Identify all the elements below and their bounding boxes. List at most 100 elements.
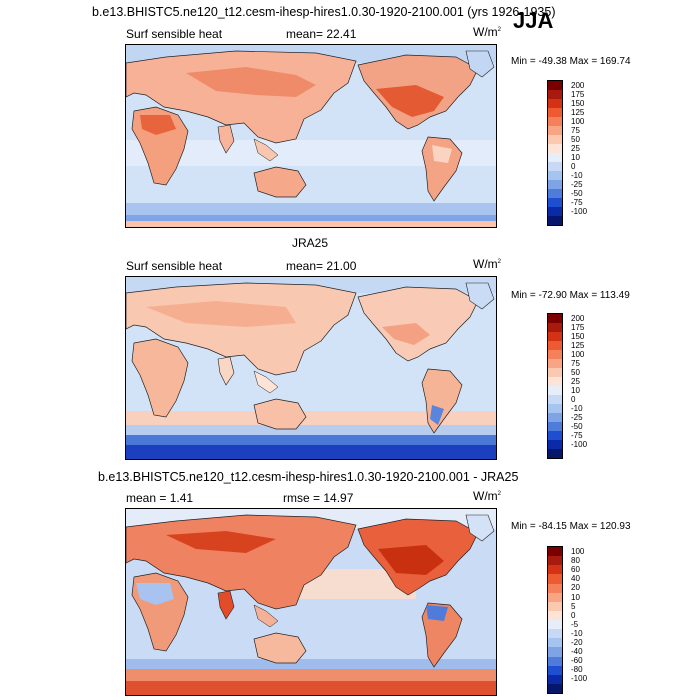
colorbar-segment xyxy=(548,413,562,422)
colorbar-segment xyxy=(548,683,562,693)
colorbar-segment xyxy=(548,332,562,341)
colorbar-tick-label: 60 xyxy=(571,565,580,575)
colorbar-tick-label: 175 xyxy=(571,323,585,332)
colorbar-segment xyxy=(548,171,562,180)
colorbar-tick-label: 50 xyxy=(571,135,580,144)
colorbar-tick-label: -75 xyxy=(571,198,583,207)
colorbar-tick-label: 75 xyxy=(571,359,580,368)
panel-obs-minmax: Min = -72.90 Max = 113.49 xyxy=(511,290,630,301)
panel-obs-mean-label: mean= 21.00 xyxy=(286,259,357,273)
colorbar-tick-label: 100 xyxy=(571,547,585,556)
colorbar-tick-label: 0 xyxy=(571,162,576,171)
colorbar-segment xyxy=(548,422,562,431)
colorbar-segment xyxy=(548,647,562,657)
colorbar-segment xyxy=(548,377,562,386)
colorbar-segment xyxy=(548,610,562,620)
colorbar-segment xyxy=(548,404,562,413)
colorbar-segment xyxy=(548,117,562,126)
colorbar-segment xyxy=(548,99,562,108)
colorbar-segment xyxy=(548,314,562,323)
colorbar-tick-label: 125 xyxy=(571,341,585,350)
colorbar-tick-label: 80 xyxy=(571,556,580,566)
colorbar-tick-label: 40 xyxy=(571,574,580,584)
colorbar-tick-label: 125 xyxy=(571,108,585,117)
colorbar-tick-label: -10 xyxy=(571,171,583,180)
colorbar-tick-label: 25 xyxy=(571,377,580,386)
colorbar-segment xyxy=(548,144,562,153)
colorbar-segment xyxy=(548,90,562,99)
colorbar-tick-label: 100 xyxy=(571,117,585,126)
colorbar-tick-label: -100 xyxy=(571,674,588,684)
panel-diff-rmse-label: rmse = 14.97 xyxy=(283,491,354,505)
colorbar-tick-label: 5 xyxy=(571,601,576,611)
colorbar-tick-label: 150 xyxy=(571,332,585,341)
colorbar-tick-label: -20 xyxy=(571,638,583,647)
season-label: JJA xyxy=(513,8,554,33)
colorbar-segment xyxy=(548,665,562,675)
colorbar-tick-label: -50 xyxy=(571,422,583,431)
colorbar-tick-label: 10 xyxy=(571,592,580,602)
colorbar-segment xyxy=(548,656,562,666)
panel-model-variable-label: Surf sensible heat xyxy=(126,27,223,41)
panel-model-mean-label: mean= 22.41 xyxy=(286,27,357,41)
colorbar-tick-label: 0 xyxy=(571,610,576,620)
panel-obs-map xyxy=(125,276,497,460)
colorbar-segment xyxy=(548,153,562,162)
colorbar-tick-label: -25 xyxy=(571,180,583,189)
panel-diff-colorbar xyxy=(547,546,563,694)
panel-model-minmax: Min = -49.38 Max = 169.74 xyxy=(511,56,631,67)
colorbar-tick-label: -40 xyxy=(571,647,583,657)
colorbar-tick-label: 175 xyxy=(571,90,585,99)
colorbar-tick-label: -10 xyxy=(571,404,583,413)
colorbar-segment xyxy=(548,638,562,648)
colorbar-segment xyxy=(548,216,562,225)
colorbar-tick-label: 10 xyxy=(571,386,580,395)
colorbar-segment xyxy=(548,180,562,189)
panel-obs-colorbar xyxy=(547,313,563,459)
colorbar-tick-label: 20 xyxy=(571,583,580,593)
colorbar-segment xyxy=(548,440,562,449)
colorbar-segment xyxy=(548,565,562,575)
colorbar-tick-label: -80 xyxy=(571,665,583,675)
colorbar-tick-label: 100 xyxy=(571,350,585,359)
colorbar-segment xyxy=(548,431,562,440)
colorbar-segment xyxy=(548,674,562,684)
colorbar-tick-label: -5 xyxy=(571,619,579,629)
colorbar-segment xyxy=(548,449,562,458)
colorbar-tick-label: 25 xyxy=(571,144,580,153)
panel-obs-variable-label: Surf sensible heat xyxy=(126,259,223,273)
panel-model-units: W/m2 xyxy=(473,25,501,39)
colorbar-tick-label: -100 xyxy=(571,207,588,216)
colorbar-tick-label: 50 xyxy=(571,368,580,377)
colorbar-segment xyxy=(548,207,562,216)
colorbar-tick-label: 150 xyxy=(571,99,585,108)
colorbar-segment xyxy=(548,359,562,368)
colorbar-segment xyxy=(548,162,562,171)
colorbar-segment xyxy=(548,592,562,602)
panel-diff-map xyxy=(125,508,497,696)
colorbar-segment xyxy=(548,395,562,404)
colorbar-segment xyxy=(548,341,562,350)
colorbar-tick-label: -25 xyxy=(571,413,583,422)
colorbar-segment xyxy=(548,601,562,611)
colorbar-tick-label: 0 xyxy=(571,395,576,404)
colorbar-segment xyxy=(548,386,562,395)
colorbar-segment xyxy=(548,198,562,207)
panel-model-map xyxy=(125,44,497,228)
panel-model-colorbar xyxy=(547,80,563,226)
colorbar-tick-label: -75 xyxy=(571,431,583,440)
panel-obs-heading: JRA25 xyxy=(292,236,329,250)
panel-diff-minmax: Min = -84.15 Max = 120.93 xyxy=(511,521,631,532)
colorbar-tick-label: -50 xyxy=(571,189,583,198)
colorbar-tick-label: -100 xyxy=(571,440,588,449)
colorbar-segment xyxy=(548,350,562,359)
colorbar-segment xyxy=(548,556,562,566)
colorbar-tick-label: -10 xyxy=(571,628,583,638)
colorbar-segment xyxy=(548,126,562,135)
colorbar-segment xyxy=(548,189,562,198)
colorbar-segment xyxy=(548,629,562,639)
colorbar-segment xyxy=(548,135,562,144)
colorbar-tick-label: 200 xyxy=(571,81,585,90)
colorbar-segment xyxy=(548,108,562,117)
panel-diff-mean-label: mean = 1.41 xyxy=(126,491,194,505)
